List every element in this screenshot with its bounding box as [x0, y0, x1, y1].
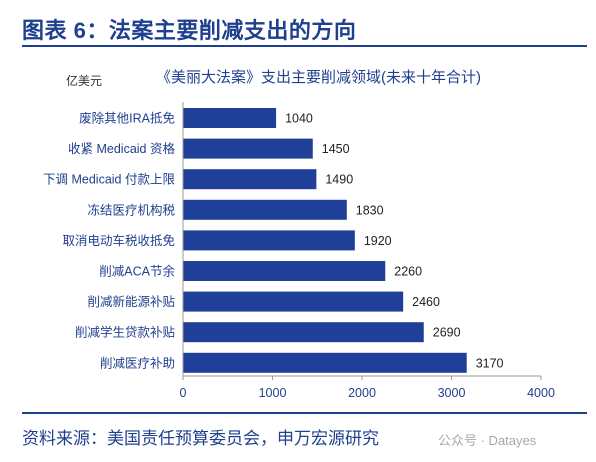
- bar: [183, 108, 277, 128]
- data-label: 2260: [394, 265, 422, 279]
- x-tick-label: 1000: [259, 386, 287, 400]
- bar: [183, 261, 386, 281]
- category-label: 废除其他IRA抵免: [79, 111, 175, 126]
- category-label: 削减ACA节余: [99, 264, 175, 279]
- category-label: 取消电动车税收抵免: [62, 233, 175, 248]
- bar: [183, 169, 317, 190]
- x-tick-label: 4000: [527, 386, 555, 400]
- title-rule: [22, 45, 587, 47]
- bar: [183, 291, 404, 312]
- x-tick-label: 3000: [438, 386, 466, 400]
- data-label: 1040: [285, 112, 313, 126]
- data-label: 1450: [322, 142, 350, 156]
- x-tick-label: 2000: [348, 386, 376, 400]
- bar: [183, 138, 313, 159]
- data-label: 1920: [364, 234, 392, 248]
- bar: [183, 352, 467, 373]
- bar: [183, 322, 424, 343]
- category-label: 削减学生贷款补贴: [75, 325, 175, 340]
- figure-title: 图表 6：法案主要削减支出的方向: [22, 18, 357, 43]
- category-label: 收紧 Medicaid 资格: [68, 141, 175, 156]
- category-label: 下调 Medicaid 付款上限: [43, 173, 175, 187]
- bar-chart: 废除其他IRA抵免 1040 收紧 Medicaid 资格 1450 下调 Medica…: [43, 102, 555, 400]
- data-label: 1830: [356, 203, 384, 217]
- category-label: 削减医疗补助: [100, 355, 175, 370]
- bar: [183, 199, 347, 220]
- category-label: 削减新能源补贴: [87, 294, 175, 309]
- unit-label: 亿美元: [66, 74, 103, 88]
- x-tick-label: 0: [180, 386, 187, 400]
- category-label: 冻结医疗机构税: [87, 202, 175, 217]
- data-label: 3170: [476, 356, 504, 370]
- bar: [183, 230, 355, 251]
- data-label: 2690: [433, 326, 461, 340]
- data-label: 1490: [325, 173, 353, 187]
- chart-title: 《美丽大法案》支出主要削减领域(未来十年合计): [156, 69, 481, 86]
- data-label: 2460: [412, 295, 440, 309]
- watermark: 公众号 · Datayes: [438, 433, 537, 448]
- source-note: 资料来源：美国责任预算委员会，申万宏源研究: [22, 429, 379, 448]
- source-rule: [22, 412, 587, 414]
